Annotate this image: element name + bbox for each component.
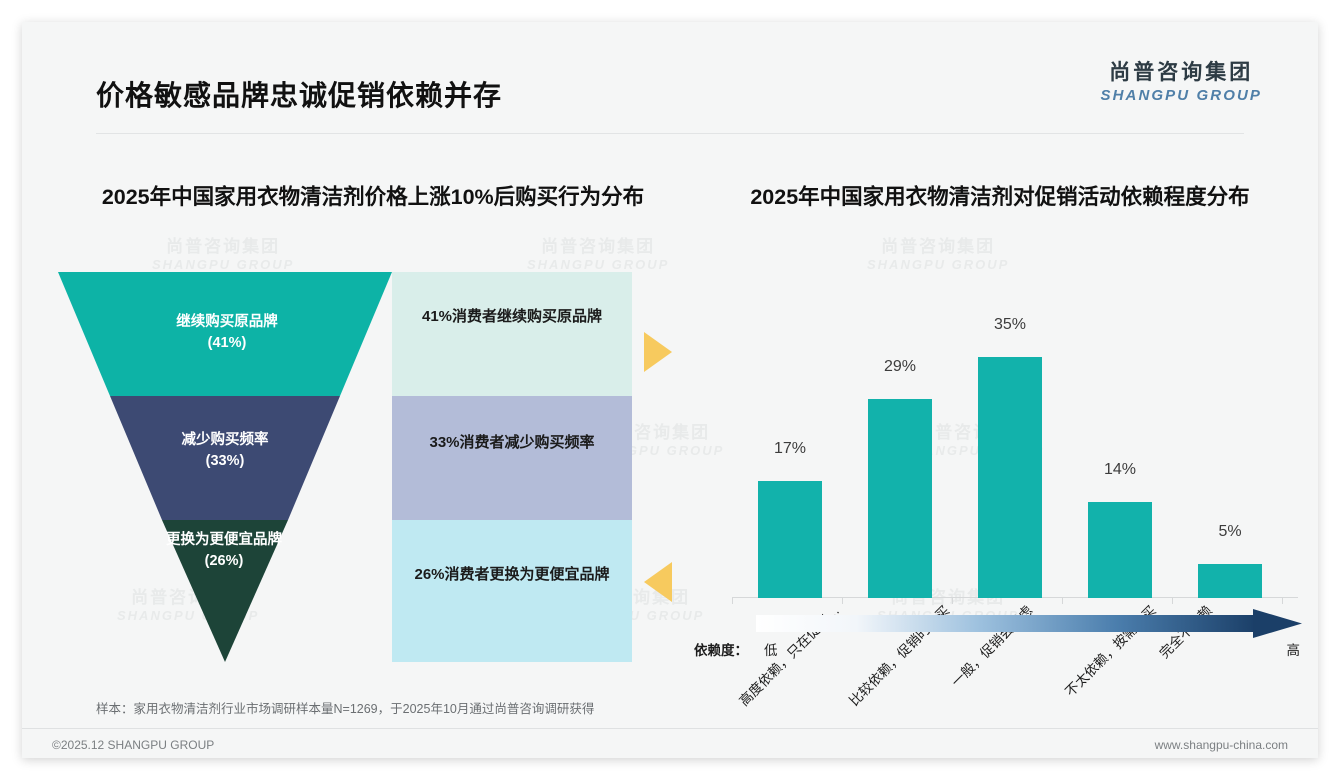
axis-tick: [1282, 598, 1283, 604]
axis-tick: [842, 598, 843, 604]
funnel-svg: [58, 272, 672, 662]
left-chart-title: 2025年中国家用衣物清洁剂价格上涨10%后购买行为分布: [101, 185, 645, 209]
funnel-info-bg: [392, 396, 632, 520]
bar-value-label: 14%: [1103, 461, 1137, 478]
legend-high-label: 高: [1286, 643, 1301, 658]
funnel-info-1: 41%消费者继续购买原品牌: [421, 308, 603, 325]
bar-value-label: 29%: [883, 358, 917, 375]
bar-value-label: 5%: [1218, 523, 1242, 540]
right-chart-panel: 2025年中国家用衣物清洁剂对促销活动依赖程度分布 17% 29% 35% 14…: [694, 154, 1306, 709]
funnel-info-2: 33%消费者减少购买频率: [429, 434, 595, 451]
funnel-segment-3: [162, 520, 288, 662]
axis-tick: [1172, 598, 1173, 604]
bar-rect: [758, 481, 822, 598]
footnote: 样本：家用衣物清洁剂行业市场调研样本量N=1269，于2025年10月通过尚普咨…: [96, 702, 595, 716]
funnel-chart: 继续购买原品牌 (41%) 减少购买频率 (33%) 更换为更便宜品牌 (26%…: [58, 272, 688, 662]
axis-tick: [952, 598, 953, 604]
bar-chart: 17% 29% 35% 14% 5%: [722, 282, 1306, 604]
footer-website[interactable]: www.shangpu-china.com: [1154, 738, 1288, 752]
bar-rect: [1088, 502, 1152, 598]
legend-low-label: 低: [764, 643, 778, 658]
bar-value-label: 35%: [993, 316, 1027, 333]
funnel-segment-2: [110, 396, 340, 520]
arrow-right-icon: [644, 332, 672, 372]
footer-copyright: ©2025.12 SHANGPU GROUP: [52, 738, 215, 752]
right-chart-title: 2025年中国家用衣物清洁剂对促销活动依赖程度分布: [750, 185, 1250, 209]
bar-rect: [978, 357, 1042, 598]
slide-card: 尚普咨询集团 SHANGPU GROUP 尚普咨询集团 SHANGPU GROU…: [22, 22, 1318, 758]
legend-title: 依赖度：: [694, 643, 748, 658]
logo-text-cn: 尚普咨询集团: [1109, 61, 1254, 84]
gradient-arrow-icon: [756, 609, 1302, 638]
dependency-legend: 依赖度： 低 高: [694, 609, 1306, 671]
logo-text-en: SHANGPU GROUP: [1100, 87, 1262, 104]
header-divider: [96, 133, 1244, 134]
funnel-segment-1: [58, 272, 392, 396]
bar-rect: [1198, 564, 1262, 598]
footer-divider: [22, 728, 1318, 729]
left-chart-panel: 2025年中国家用衣物清洁剂价格上涨10%后购买行为分布 继续购买原品牌 (41…: [58, 154, 688, 684]
axis-tick: [1062, 598, 1063, 604]
page-title: 价格敏感品牌忠诚促销依赖并存: [96, 80, 503, 111]
bar-value-label: 17%: [773, 440, 807, 457]
company-logo: 尚普咨询集团 SHANGPU GROUP: [1101, 62, 1262, 103]
slide-header: 价格敏感品牌忠诚促销依赖并存 尚普咨询集团 SHANGPU GROUP: [22, 22, 1318, 118]
axis-tick: [732, 598, 733, 604]
funnel-info-bg: [392, 272, 632, 396]
funnel-info-3: 26%消费者更换为更便宜品牌: [414, 566, 610, 583]
bar-rect: [868, 399, 932, 598]
funnel-info-bg: [392, 520, 632, 662]
arrow-left-icon: [644, 562, 672, 602]
